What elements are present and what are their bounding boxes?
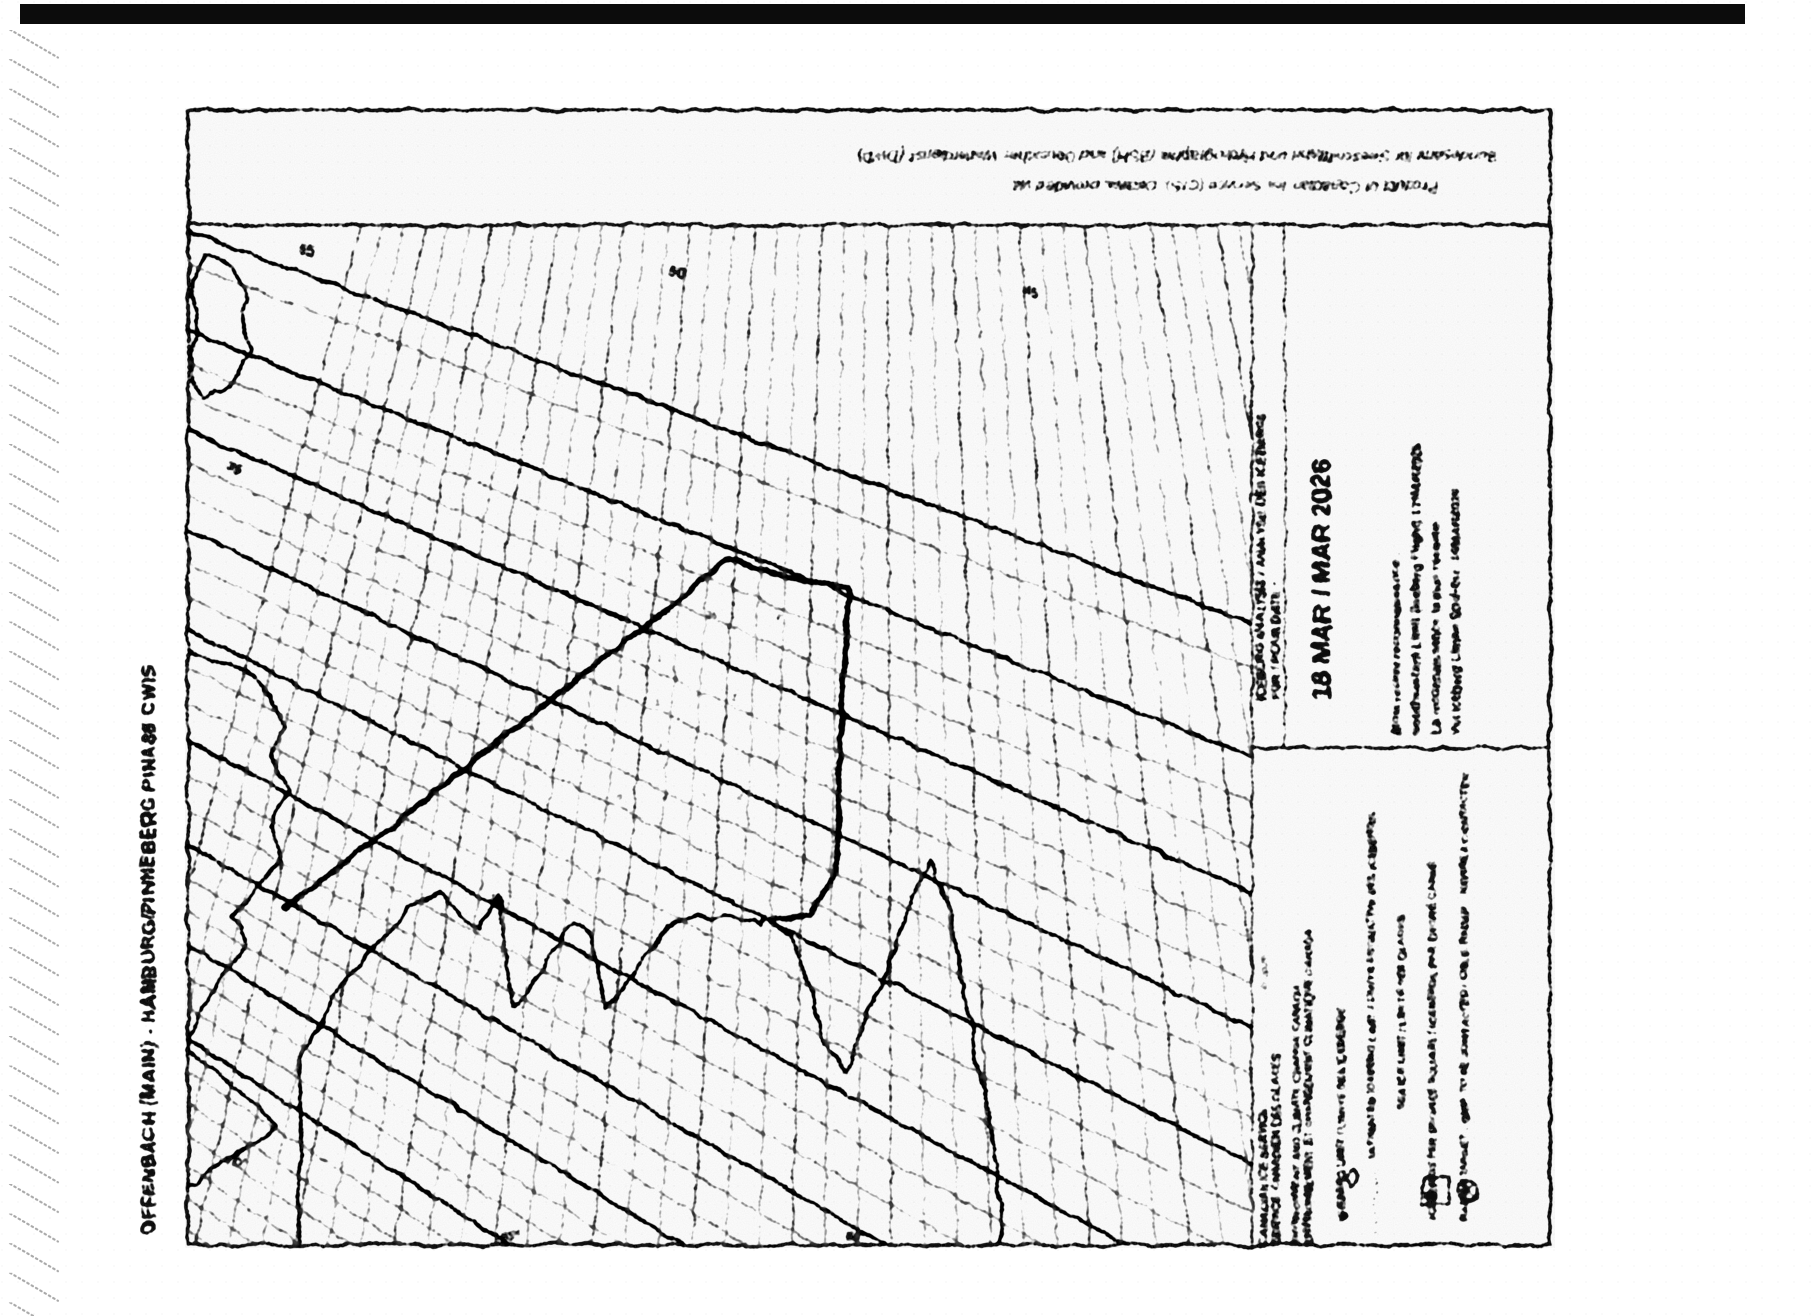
svg-text:ICEBERG ANALYSIS / ANALYSE DES: ICEBERG ANALYSIS / ANALYSE DES ICEBERGS bbox=[1254, 412, 1268, 701]
svg-text:Southeastern Limit (Iceberg Fl: Southeastern Limit (Iceberg Flight) 17MA… bbox=[1408, 443, 1423, 735]
svg-text:Most recent reconnaissance :: Most recent reconnaissance : bbox=[1388, 552, 1403, 735]
svg-text:SEA ICE LIMIT / LIMITE DES GLA: SEA ICE LIMIT / LIMITE DES GLACES bbox=[1396, 915, 1408, 1110]
svg-text:ENVIRONMENT AND CLIMATE CHANGE: ENVIRONMENT AND CLIMATE CHANGE CANADA bbox=[1291, 985, 1303, 1245]
svg-text:65°: 65° bbox=[500, 1227, 523, 1245]
svg-text:RADAR TARGET - SHIP TO BE CONT: RADAR TARGET - SHIP TO BE CONTACTED / CI… bbox=[1459, 773, 1471, 1220]
svg-text:60°: 60° bbox=[845, 1227, 868, 1245]
svg-text:FOR / POUR DATE :: FOR / POUR DATE : bbox=[1269, 583, 1283, 700]
svg-text:#: # bbox=[1423, 1190, 1440, 1199]
svg-text:ICEBERG LIMIT / LIMITE DES ICE: ICEBERG LIMIT / LIMITE DES ICEBERGS bbox=[1336, 1007, 1348, 1220]
svg-text:SERVICE CANADIEN DES GLACES: SERVICE CANADIEN DES GLACES bbox=[1271, 1053, 1283, 1245]
svg-text:ENVIRONNEMENT ET CHANGEMENT CL: ENVIRONNEMENT ET CHANGEMENT CLIMATIQUE C… bbox=[1303, 928, 1315, 1245]
svg-text:70°: 70° bbox=[225, 1152, 248, 1170]
svg-text:Bundesamt für Seeschifffahrt u: Bundesamt für Seeschifffahrt und Hydrogr… bbox=[856, 147, 1498, 164]
svg-text:OFFENBACH (MAIN) - HAMBURG/PIN: OFFENBACH (MAIN) - HAMBURG/PINNEBERG PIN… bbox=[139, 664, 160, 1235]
svg-text:© 2026: © 2026 bbox=[1259, 956, 1271, 990]
svg-text:Vol iceberg Limite SGd-Est: 16: Vol iceberg Limite SGd-Est: 16MAR2026 bbox=[1448, 488, 1463, 735]
svg-text:CANADIAN ICE SERVICE: CANADIAN ICE SERVICE bbox=[1259, 1108, 1271, 1245]
svg-text:ESTIMATED ICEBERG LIMIT / LIMI: ESTIMATED ICEBERG LIMIT / LIMITE ESTIMAT… bbox=[1366, 813, 1378, 1160]
svg-text:Product of Canadian Ice Servic: Product of Canadian Ice Service (CIS), O… bbox=[1012, 177, 1438, 194]
svg-text:La reconnaissance la plus réce: La reconnaissance la plus récente : bbox=[1428, 515, 1443, 735]
svg-text:18 MAR / MAR 2026: 18 MAR / MAR 2026 bbox=[1306, 459, 1336, 700]
svg-text:ICEBERGS PER DEGREE SQUARE / I: ICEBERGS PER DEGREE SQUARE / ICEBERGS PA… bbox=[1426, 861, 1439, 1220]
